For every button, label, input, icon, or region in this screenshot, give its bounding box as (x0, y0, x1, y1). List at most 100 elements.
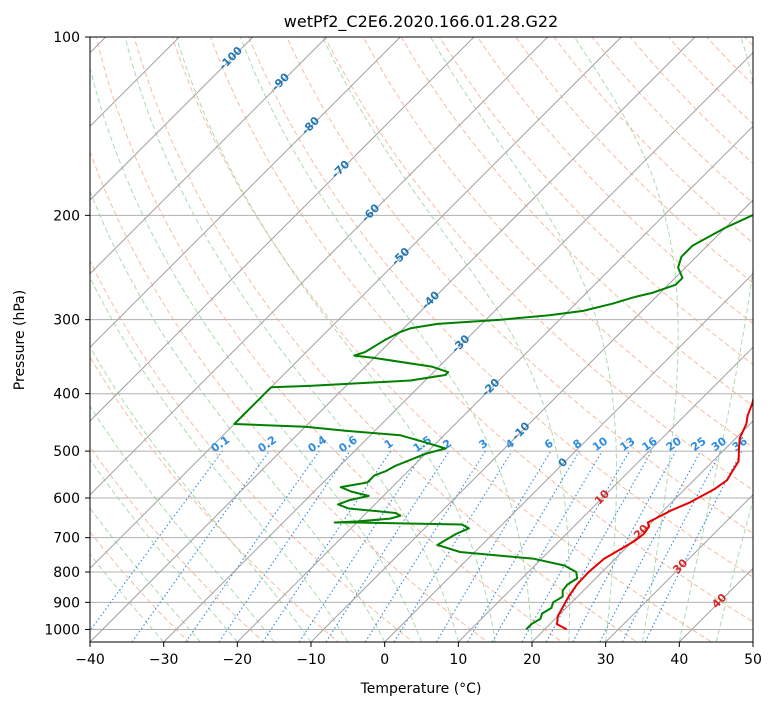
y-tick-label: 800 (53, 565, 80, 581)
isotherm-label: -40 (419, 288, 442, 311)
y-tick-label: 400 (53, 387, 80, 403)
plot-frame (89, 36, 754, 643)
moist-adiabat (322, 37, 571, 642)
x-tick-label: 20 (523, 652, 541, 668)
y-tick-label: 700 (53, 531, 80, 547)
y-tick-label: 100 (53, 30, 80, 46)
dry-adiabat (515, 37, 753, 284)
mixing-ratio-label: 0.6 (336, 433, 360, 455)
dry-adiabat (90, 531, 190, 642)
dry-adiabat (95, 37, 564, 642)
isotherm-label: -100 (216, 44, 245, 73)
mixing-ratio-line (393, 450, 513, 642)
moist-adiabat (90, 507, 201, 642)
isotherm-label: -80 (299, 114, 322, 137)
temperature-profile (556, 395, 753, 631)
dry-adiabat (438, 37, 753, 366)
isotherm-label: -70 (329, 158, 352, 181)
dry-adiabat (286, 37, 753, 534)
isotherm-label: -10 (509, 419, 532, 442)
dry-adiabat (90, 356, 339, 642)
isotherm (678, 567, 753, 642)
isotherm (605, 493, 753, 642)
isotherm (90, 37, 475, 422)
mixing-ratio-line (262, 450, 392, 642)
isotherm (90, 37, 549, 496)
x-tick-label: 0 (380, 652, 389, 668)
isotherm (90, 37, 254, 201)
x-tick-label: −40 (75, 652, 105, 668)
dry-adiabat (90, 150, 489, 642)
isotherm (163, 51, 753, 642)
x-tick-label: −20 (223, 652, 253, 668)
dry-adiabat (362, 37, 753, 449)
x-tick-label: 10 (449, 652, 467, 668)
mixing-ratio-line (185, 450, 320, 642)
isotherm (752, 641, 753, 642)
dry-adiabat (553, 37, 753, 244)
background-lines (90, 24, 775, 654)
isotherm-label: -20 (479, 376, 502, 399)
x-tick-label: 40 (670, 652, 688, 668)
axes: −40 −30 −20 −10 0 10 20 30 40 5010020030040050060… (44, 30, 762, 668)
moist-adiabat (430, 37, 617, 642)
moist-adiabat (715, 498, 753, 642)
chart-title: wetPf2_C2E6.2020.166.01.28.G22 (284, 12, 558, 32)
moist-adiabat (574, 37, 679, 642)
mixing-ratio-label: 0.1 (209, 433, 232, 455)
isotherm-label: -50 (389, 245, 412, 268)
mixing-ratio-line (131, 450, 270, 642)
dry-adiabat (248, 37, 753, 578)
moist-adiabat (90, 405, 275, 642)
y-tick-label: 500 (53, 444, 80, 460)
moist-adiabat (90, 189, 386, 642)
mixing-ratio-line (621, 450, 722, 642)
y-tick-label: 1000 (44, 622, 80, 638)
mixing-ratio-label: 0.4 (306, 433, 330, 455)
dry-adiabat (324, 37, 753, 491)
x-tick-label: 50 (744, 652, 762, 668)
moist-adiabat (678, 37, 753, 642)
mixing-ratio-line (325, 450, 450, 642)
dry-adiabat (90, 259, 414, 642)
y-axis-title: Pressure (hPa) (12, 290, 28, 390)
dry-adiabat (770, 24, 775, 654)
y-tick-label: 200 (53, 208, 80, 224)
x-tick-label: 30 (597, 652, 615, 668)
x-tick-label: −30 (149, 652, 179, 668)
mixing-ratio-line (90, 450, 223, 632)
x-axis-title: Temperature (°C) (360, 681, 482, 697)
moist-adiabat (175, 37, 496, 642)
mixing-ratio-line (521, 450, 630, 642)
moist-adiabat (90, 458, 238, 642)
y-tick-label: 900 (53, 595, 80, 611)
dry-adiabat (400, 37, 753, 407)
dry-adiabat (705, 37, 753, 86)
isotherm (310, 199, 753, 642)
x-tick-label: −10 (296, 652, 326, 668)
mixing-ratio-line (218, 450, 351, 642)
mixing-ratio-line (364, 450, 486, 642)
mixing-ratio-line (599, 450, 701, 642)
mixing-ratio-line (572, 450, 677, 642)
isotherm-label: 0 (556, 455, 571, 470)
dry-adiabat (667, 37, 753, 125)
isotherm (457, 346, 753, 642)
isotherm-label: -60 (359, 201, 382, 224)
moist-adiabat (239, 37, 533, 642)
dewpoint-profile (233, 213, 753, 631)
isotherm-label: 40 (709, 591, 729, 611)
y-tick-label: 600 (53, 491, 80, 507)
isotherm-label: -30 (449, 332, 472, 355)
mixing-ratio-line (491, 450, 603, 642)
profile-lines (233, 213, 753, 631)
moist-adiabat (90, 276, 349, 642)
moist-adiabat (90, 65, 422, 642)
mixing-ratio-line (298, 450, 425, 642)
dry-adiabat (133, 37, 638, 642)
y-tick-label: 300 (53, 313, 80, 329)
mixing-ratio-line (467, 450, 580, 642)
isotherm (90, 37, 328, 275)
mixing-ratio-line (435, 450, 552, 642)
